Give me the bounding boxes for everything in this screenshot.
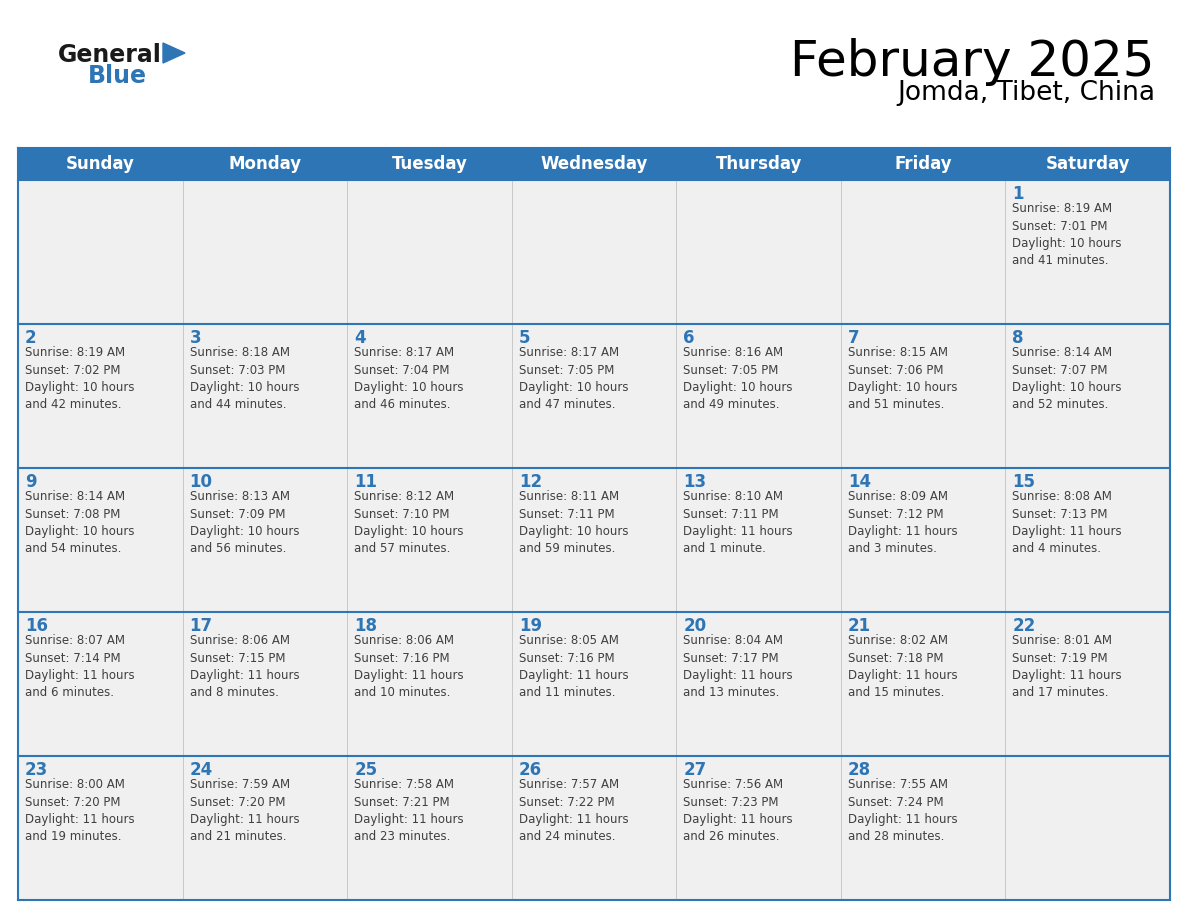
Bar	[18, 756, 1170, 900]
Text: 24: 24	[190, 761, 213, 779]
Text: Sunrise: 8:07 AM
Sunset: 7:14 PM
Daylight: 11 hours
and 6 minutes.: Sunrise: 8:07 AM Sunset: 7:14 PM Dayligh…	[25, 634, 134, 700]
Text: Saturday: Saturday	[1045, 155, 1130, 173]
Text: 3: 3	[190, 329, 201, 347]
Text: Sunrise: 8:08 AM
Sunset: 7:13 PM
Daylight: 11 hours
and 4 minutes.: Sunrise: 8:08 AM Sunset: 7:13 PM Dayligh…	[1012, 490, 1121, 555]
Text: Sunrise: 8:04 AM
Sunset: 7:17 PM
Daylight: 11 hours
and 13 minutes.: Sunrise: 8:04 AM Sunset: 7:17 PM Dayligh…	[683, 634, 792, 700]
Text: 5: 5	[519, 329, 530, 347]
Text: 10: 10	[190, 473, 213, 491]
Text: 14: 14	[848, 473, 871, 491]
Text: 12: 12	[519, 473, 542, 491]
Text: Sunrise: 8:06 AM
Sunset: 7:16 PM
Daylight: 11 hours
and 10 minutes.: Sunrise: 8:06 AM Sunset: 7:16 PM Dayligh…	[354, 634, 463, 700]
Text: Tuesday: Tuesday	[392, 155, 467, 173]
Text: February 2025: February 2025	[790, 38, 1155, 86]
Text: 15: 15	[1012, 473, 1036, 491]
Text: Sunrise: 8:05 AM
Sunset: 7:16 PM
Daylight: 11 hours
and 11 minutes.: Sunrise: 8:05 AM Sunset: 7:16 PM Dayligh…	[519, 634, 628, 700]
Text: Wednesday: Wednesday	[541, 155, 647, 173]
Bar	[18, 324, 1170, 468]
Text: Sunrise: 8:18 AM
Sunset: 7:03 PM
Daylight: 10 hours
and 44 minutes.: Sunrise: 8:18 AM Sunset: 7:03 PM Dayligh…	[190, 346, 299, 411]
Text: 16: 16	[25, 617, 48, 635]
Text: Sunrise: 8:06 AM
Sunset: 7:15 PM
Daylight: 11 hours
and 8 minutes.: Sunrise: 8:06 AM Sunset: 7:15 PM Dayligh…	[190, 634, 299, 700]
Text: Sunrise: 7:58 AM
Sunset: 7:21 PM
Daylight: 11 hours
and 23 minutes.: Sunrise: 7:58 AM Sunset: 7:21 PM Dayligh…	[354, 778, 463, 844]
Text: 23: 23	[25, 761, 49, 779]
Text: Friday: Friday	[895, 155, 952, 173]
Text: Sunrise: 7:57 AM
Sunset: 7:22 PM
Daylight: 11 hours
and 24 minutes.: Sunrise: 7:57 AM Sunset: 7:22 PM Dayligh…	[519, 778, 628, 844]
Text: 11: 11	[354, 473, 377, 491]
Text: 28: 28	[848, 761, 871, 779]
Text: 6: 6	[683, 329, 695, 347]
Text: Sunrise: 8:13 AM
Sunset: 7:09 PM
Daylight: 10 hours
and 56 minutes.: Sunrise: 8:13 AM Sunset: 7:09 PM Dayligh…	[190, 490, 299, 555]
Text: Sunrise: 7:56 AM
Sunset: 7:23 PM
Daylight: 11 hours
and 26 minutes.: Sunrise: 7:56 AM Sunset: 7:23 PM Dayligh…	[683, 778, 792, 844]
Text: 2: 2	[25, 329, 37, 347]
Text: Thursday: Thursday	[715, 155, 802, 173]
Text: Sunrise: 8:02 AM
Sunset: 7:18 PM
Daylight: 11 hours
and 15 minutes.: Sunrise: 8:02 AM Sunset: 7:18 PM Dayligh…	[848, 634, 958, 700]
Bar	[18, 612, 1170, 756]
Text: 4: 4	[354, 329, 366, 347]
Polygon shape	[163, 43, 185, 63]
Text: General: General	[58, 43, 162, 67]
Text: Sunrise: 8:12 AM
Sunset: 7:10 PM
Daylight: 10 hours
and 57 minutes.: Sunrise: 8:12 AM Sunset: 7:10 PM Dayligh…	[354, 490, 463, 555]
Text: 25: 25	[354, 761, 378, 779]
Text: Sunrise: 8:15 AM
Sunset: 7:06 PM
Daylight: 10 hours
and 51 minutes.: Sunrise: 8:15 AM Sunset: 7:06 PM Dayligh…	[848, 346, 958, 411]
Text: 8: 8	[1012, 329, 1024, 347]
Text: 27: 27	[683, 761, 707, 779]
Text: Sunrise: 8:09 AM
Sunset: 7:12 PM
Daylight: 11 hours
and 3 minutes.: Sunrise: 8:09 AM Sunset: 7:12 PM Dayligh…	[848, 490, 958, 555]
Text: Sunrise: 8:17 AM
Sunset: 7:04 PM
Daylight: 10 hours
and 46 minutes.: Sunrise: 8:17 AM Sunset: 7:04 PM Dayligh…	[354, 346, 463, 411]
Text: 1: 1	[1012, 185, 1024, 203]
Text: 7: 7	[848, 329, 859, 347]
Text: Sunrise: 8:01 AM
Sunset: 7:19 PM
Daylight: 11 hours
and 17 minutes.: Sunrise: 8:01 AM Sunset: 7:19 PM Dayligh…	[1012, 634, 1121, 700]
Text: Sunrise: 8:11 AM
Sunset: 7:11 PM
Daylight: 10 hours
and 59 minutes.: Sunrise: 8:11 AM Sunset: 7:11 PM Dayligh…	[519, 490, 628, 555]
Text: Sunrise: 8:19 AM
Sunset: 7:01 PM
Daylight: 10 hours
and 41 minutes.: Sunrise: 8:19 AM Sunset: 7:01 PM Dayligh…	[1012, 202, 1121, 267]
Bar	[18, 468, 1170, 612]
Text: Jomda, Tibet, China: Jomda, Tibet, China	[897, 80, 1155, 106]
Bar	[18, 148, 1170, 180]
Bar	[18, 180, 1170, 324]
Text: Sunrise: 7:55 AM
Sunset: 7:24 PM
Daylight: 11 hours
and 28 minutes.: Sunrise: 7:55 AM Sunset: 7:24 PM Dayligh…	[848, 778, 958, 844]
Text: Sunrise: 8:10 AM
Sunset: 7:11 PM
Daylight: 11 hours
and 1 minute.: Sunrise: 8:10 AM Sunset: 7:11 PM Dayligh…	[683, 490, 792, 555]
Text: 19: 19	[519, 617, 542, 635]
Text: Sunrise: 7:59 AM
Sunset: 7:20 PM
Daylight: 11 hours
and 21 minutes.: Sunrise: 7:59 AM Sunset: 7:20 PM Dayligh…	[190, 778, 299, 844]
Text: Sunrise: 8:17 AM
Sunset: 7:05 PM
Daylight: 10 hours
and 47 minutes.: Sunrise: 8:17 AM Sunset: 7:05 PM Dayligh…	[519, 346, 628, 411]
Text: Sunrise: 8:00 AM
Sunset: 7:20 PM
Daylight: 11 hours
and 19 minutes.: Sunrise: 8:00 AM Sunset: 7:20 PM Dayligh…	[25, 778, 134, 844]
Text: Monday: Monday	[228, 155, 302, 173]
Text: 26: 26	[519, 761, 542, 779]
Text: 13: 13	[683, 473, 707, 491]
Text: 17: 17	[190, 617, 213, 635]
Text: Sunrise: 8:14 AM
Sunset: 7:07 PM
Daylight: 10 hours
and 52 minutes.: Sunrise: 8:14 AM Sunset: 7:07 PM Dayligh…	[1012, 346, 1121, 411]
Text: 21: 21	[848, 617, 871, 635]
Text: Blue: Blue	[88, 64, 147, 88]
Text: Sunrise: 8:14 AM
Sunset: 7:08 PM
Daylight: 10 hours
and 54 minutes.: Sunrise: 8:14 AM Sunset: 7:08 PM Dayligh…	[25, 490, 134, 555]
Text: 18: 18	[354, 617, 377, 635]
Text: Sunrise: 8:16 AM
Sunset: 7:05 PM
Daylight: 10 hours
and 49 minutes.: Sunrise: 8:16 AM Sunset: 7:05 PM Dayligh…	[683, 346, 792, 411]
Text: 22: 22	[1012, 617, 1036, 635]
Text: Sunrise: 8:19 AM
Sunset: 7:02 PM
Daylight: 10 hours
and 42 minutes.: Sunrise: 8:19 AM Sunset: 7:02 PM Dayligh…	[25, 346, 134, 411]
Text: Sunday: Sunday	[65, 155, 134, 173]
Text: 20: 20	[683, 617, 707, 635]
Text: 9: 9	[25, 473, 37, 491]
